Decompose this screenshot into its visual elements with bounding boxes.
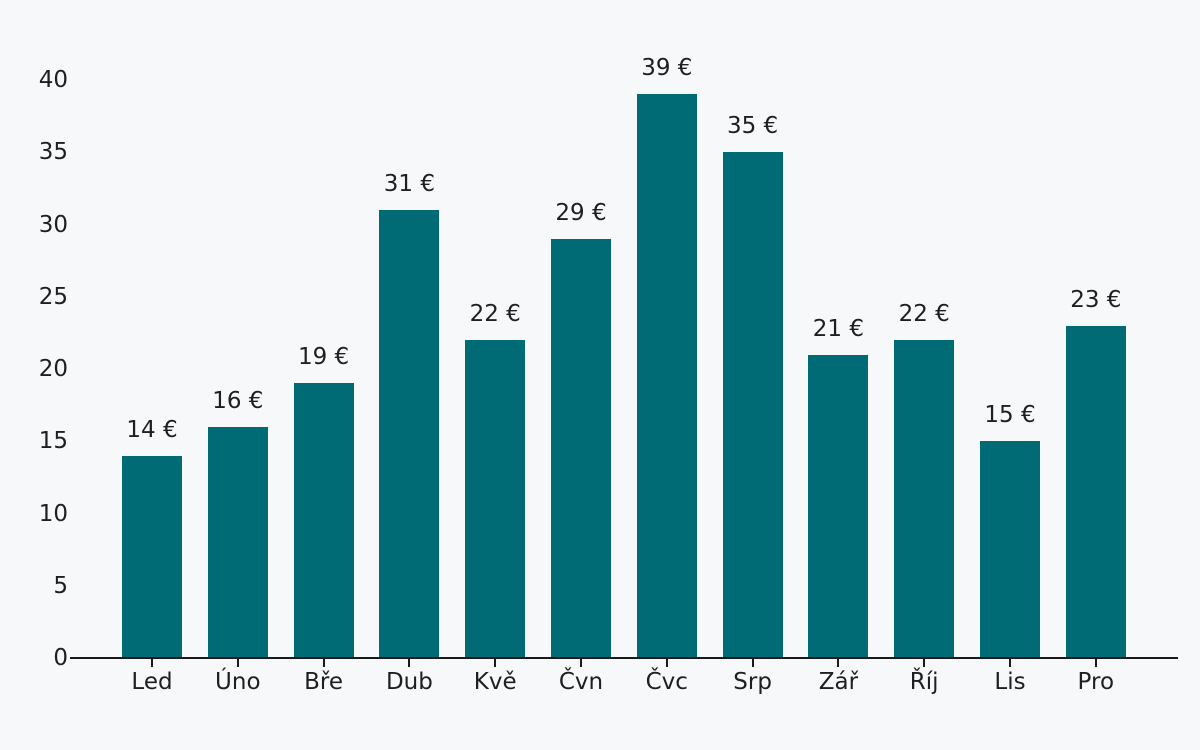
bar-value-label: 19 € xyxy=(297,344,350,371)
x-tick-label: Říj xyxy=(909,669,939,695)
bar-value-label: 15 € xyxy=(984,402,1036,429)
x-tick-label: Kvě xyxy=(473,669,517,695)
x-tick-label: Úno xyxy=(215,669,261,695)
bar-value-label: 21 € xyxy=(812,315,864,342)
bar-Bře xyxy=(293,383,354,658)
bar-Čvc xyxy=(636,94,697,658)
bar-Čvn xyxy=(551,238,611,658)
y-tick-label: 35 xyxy=(38,139,68,166)
bar-Pro xyxy=(1065,325,1126,658)
bar-Zář xyxy=(808,354,869,658)
x-tick-label: Čvc xyxy=(645,669,688,695)
y-tick-label: 40 xyxy=(38,67,68,93)
x-tick-mark xyxy=(1094,659,1097,667)
x-tick-mark xyxy=(751,659,754,667)
x-tick-mark xyxy=(1009,659,1011,667)
x-tick-label: Bře xyxy=(304,669,344,695)
x-tick-mark xyxy=(580,659,582,667)
bar-value-label: 39 € xyxy=(641,55,693,82)
bar-Kvě xyxy=(465,340,526,658)
bar-value-label: 31 € xyxy=(383,171,435,198)
y-tick-label: 25 xyxy=(38,283,68,310)
y-tick-label: 30 xyxy=(38,211,68,238)
y-tick-label: 20 xyxy=(38,356,68,382)
bar-value-label: 35 € xyxy=(726,113,779,140)
bar-Úno xyxy=(207,426,268,658)
x-tick-label: Lis xyxy=(994,669,1026,695)
x-tick-mark xyxy=(322,659,325,667)
bar-value-label: 16 € xyxy=(212,387,264,414)
x-tick-mark xyxy=(923,659,926,667)
x-tick-mark xyxy=(151,659,153,667)
x-tick-mark xyxy=(837,659,840,667)
y-tick-label: 0 xyxy=(53,645,68,671)
y-tick-label: 5 xyxy=(53,572,68,599)
x-axis-line xyxy=(70,657,1178,659)
bar-value-label: 14 € xyxy=(126,416,178,443)
x-tick-mark xyxy=(408,659,411,667)
bar-Srp xyxy=(722,152,783,658)
x-tick-mark xyxy=(236,659,239,667)
x-tick-mark xyxy=(494,659,497,667)
bar-value-label: 22 € xyxy=(898,301,950,328)
bar-Led xyxy=(122,455,182,658)
bar-Lis xyxy=(980,441,1040,658)
y-tick-label: 15 xyxy=(38,428,68,455)
bar-value-label: 22 € xyxy=(469,301,521,328)
x-tick-label: Zář xyxy=(818,669,859,695)
x-tick-label: Čvn xyxy=(558,669,604,695)
bar-value-label: 29 € xyxy=(555,199,607,226)
bar-Říj xyxy=(894,340,955,658)
bar-Dub xyxy=(379,210,440,658)
x-tick-label: Led xyxy=(131,669,173,695)
bar-value-label: 23 € xyxy=(1070,286,1122,313)
x-tick-label: Srp xyxy=(733,669,772,695)
x-tick-label: Dub xyxy=(385,669,433,695)
x-tick-label: Pro xyxy=(1077,669,1115,695)
x-tick-mark xyxy=(665,659,668,667)
y-tick-label: 10 xyxy=(38,500,68,527)
